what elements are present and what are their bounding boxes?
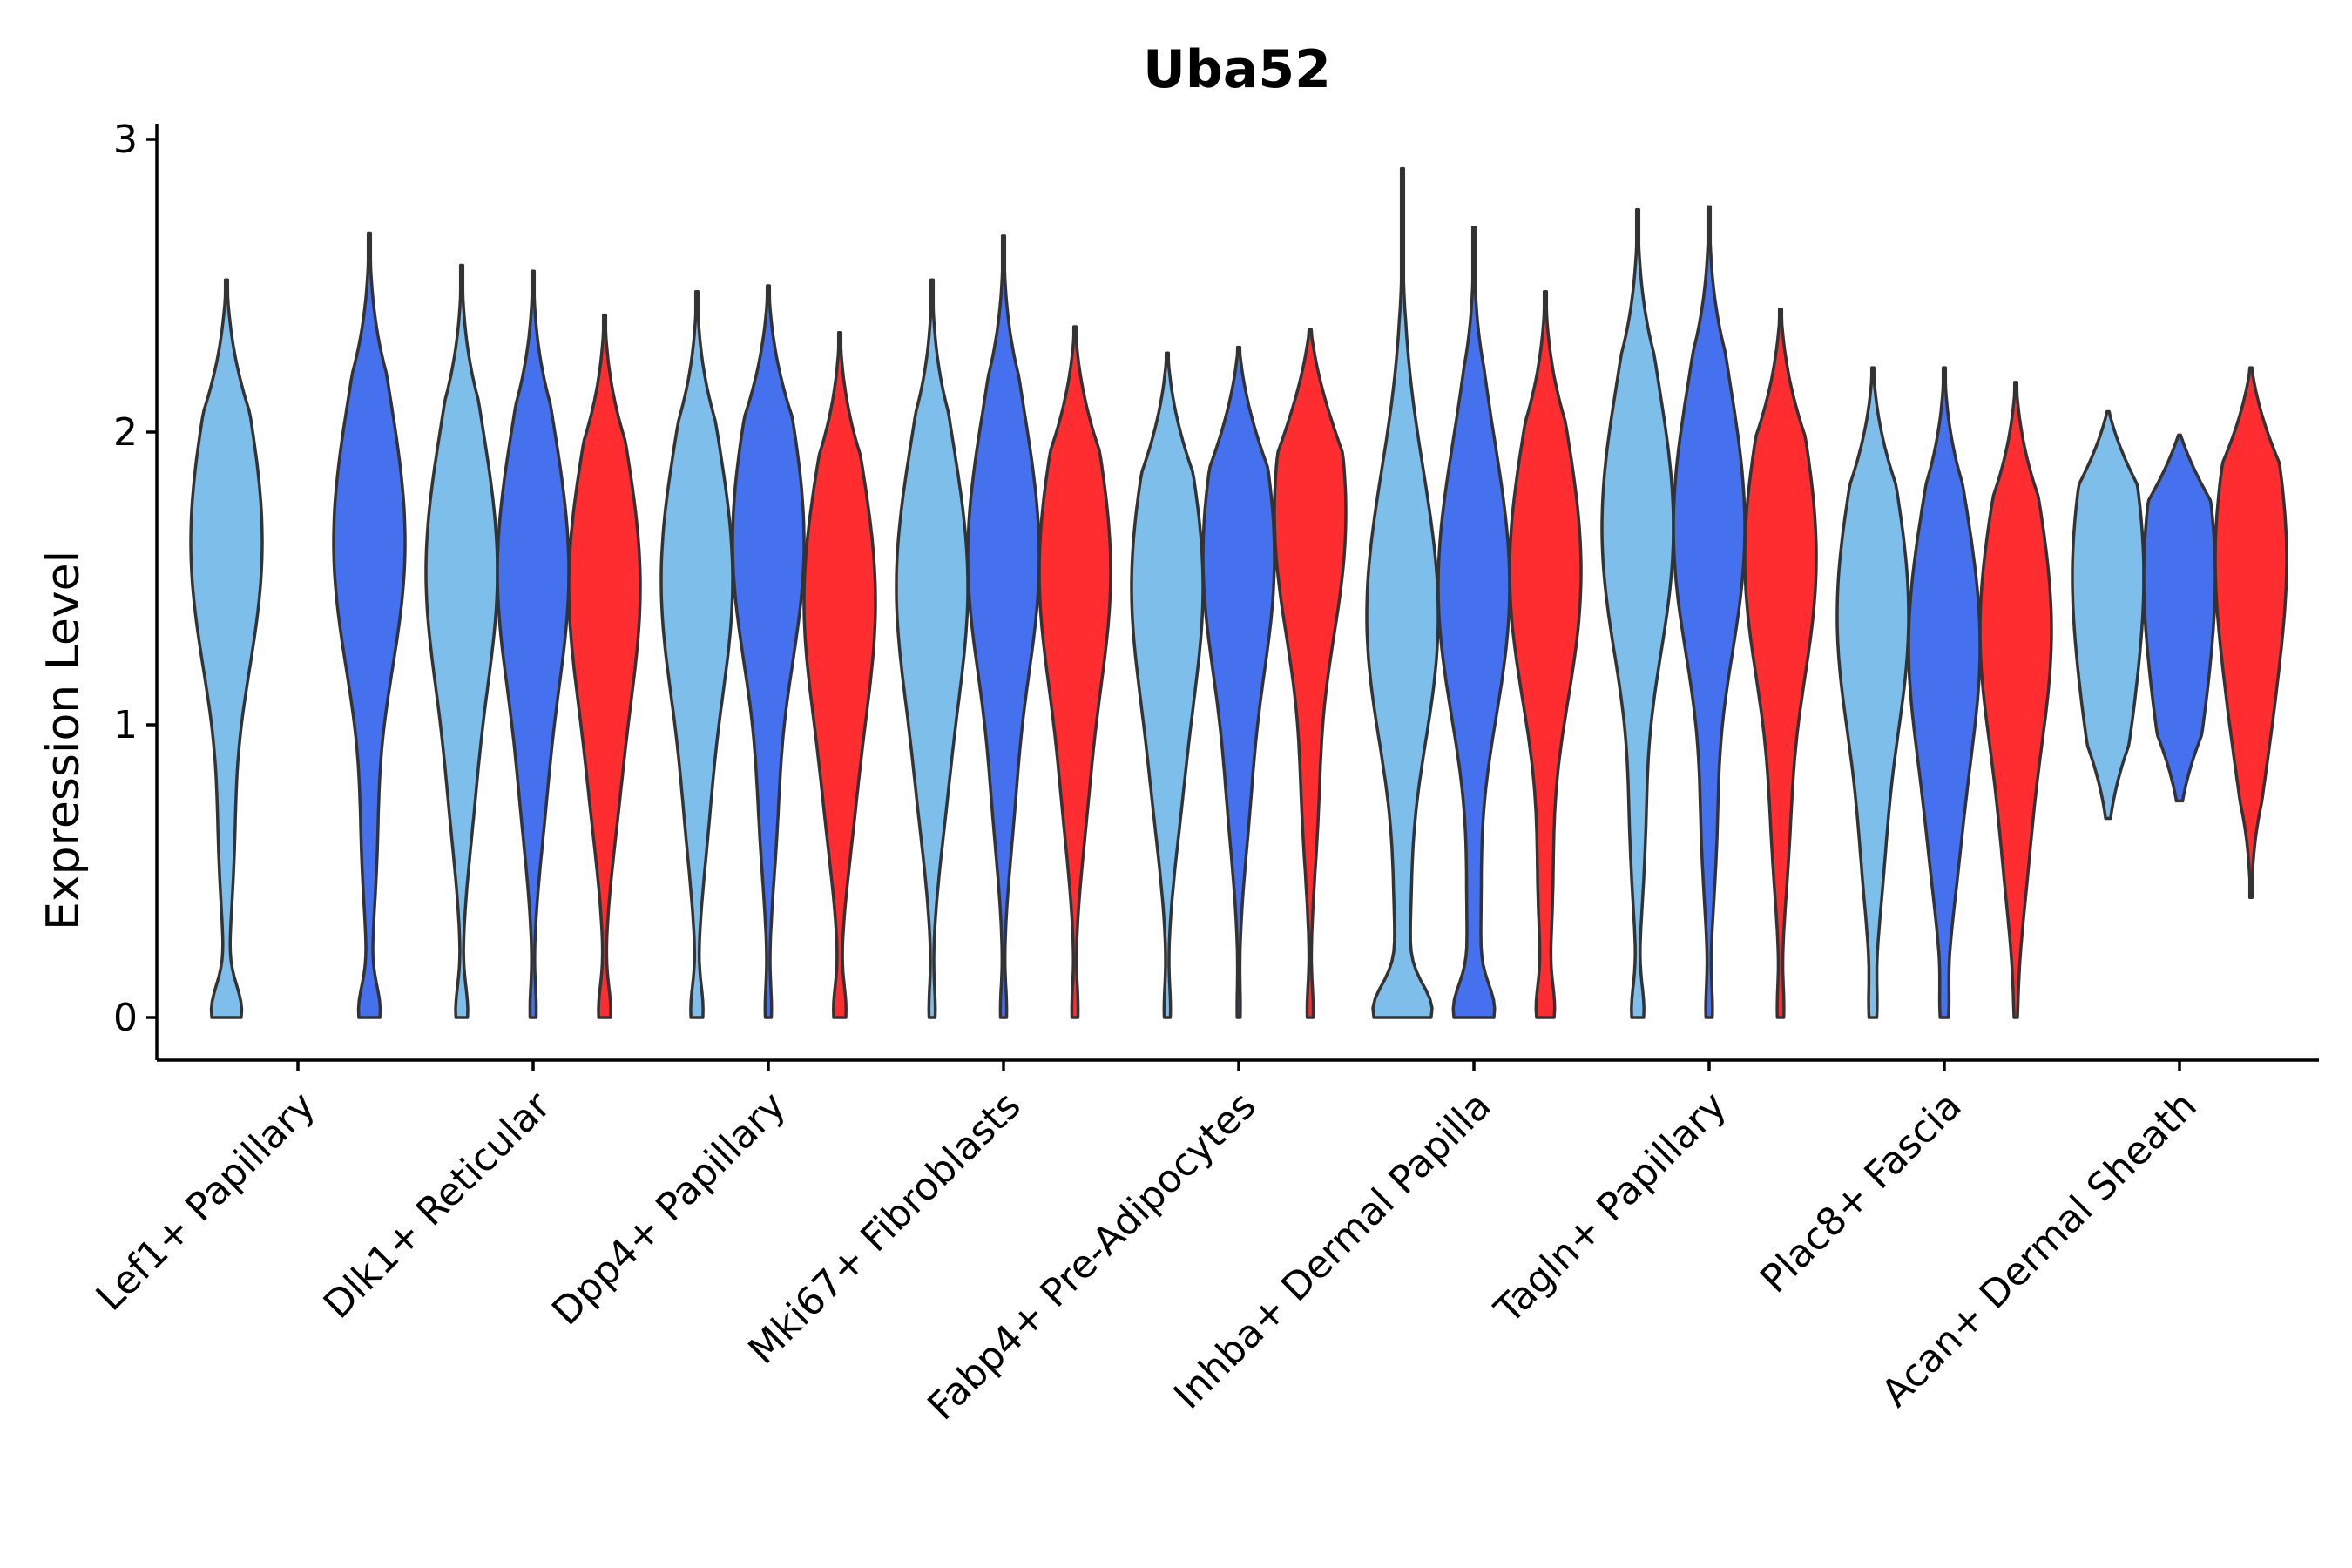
y-axis-label: Expression Level (37, 551, 90, 930)
violin-blue (1436, 226, 1511, 1019)
y-tick-label: 1 (113, 703, 138, 747)
violin-red (1508, 289, 1583, 1019)
x-tick-label: Dpp4+ Papillary (544, 1084, 794, 1335)
violin-light-blue (1365, 166, 1440, 1019)
violin-light-blue (895, 278, 970, 1019)
violin-blue (496, 269, 571, 1019)
y-tick-label: 0 (113, 996, 138, 1040)
violin-blue (332, 231, 407, 1019)
violin-blue (1907, 366, 1982, 1019)
x-tick-label: Dlk1+ Reticular (315, 1083, 560, 1328)
violin-red (2213, 366, 2288, 899)
violin-red (1037, 325, 1112, 1019)
x-tick-label: Lef1+ Papillary (88, 1084, 324, 1320)
violin-blue (1672, 205, 1747, 1019)
violin-blue (731, 284, 806, 1019)
violin-light-blue (424, 263, 499, 1019)
y-tick-label: 3 (113, 118, 138, 162)
violin-blue (2142, 433, 2217, 803)
x-tick-label: Plac8+ Fascia (1752, 1084, 1970, 1302)
violin-red (802, 331, 877, 1019)
x-tick-label: Tagln+ Papillary (1486, 1084, 1735, 1333)
violin-light-blue (189, 278, 264, 1019)
violin-light-blue (1130, 351, 1205, 1019)
y-ticks: 0 1 2 3 (113, 118, 157, 1040)
violin-blue (1201, 345, 1276, 1019)
violin-light-blue (1835, 366, 1910, 1019)
violin-red (1978, 381, 2053, 1019)
violin-light-blue (1600, 207, 1675, 1019)
violin-blue (966, 234, 1041, 1019)
y-tick-label: 2 (113, 410, 138, 455)
violin-red (1743, 308, 1818, 1019)
violins-layer (189, 166, 2288, 1019)
violin-light-blue (2071, 409, 2146, 821)
violin-light-blue (659, 289, 734, 1019)
violin-red (1273, 328, 1348, 1019)
chart-title: Uba52 (1143, 39, 1331, 100)
violin-red (567, 313, 642, 1019)
